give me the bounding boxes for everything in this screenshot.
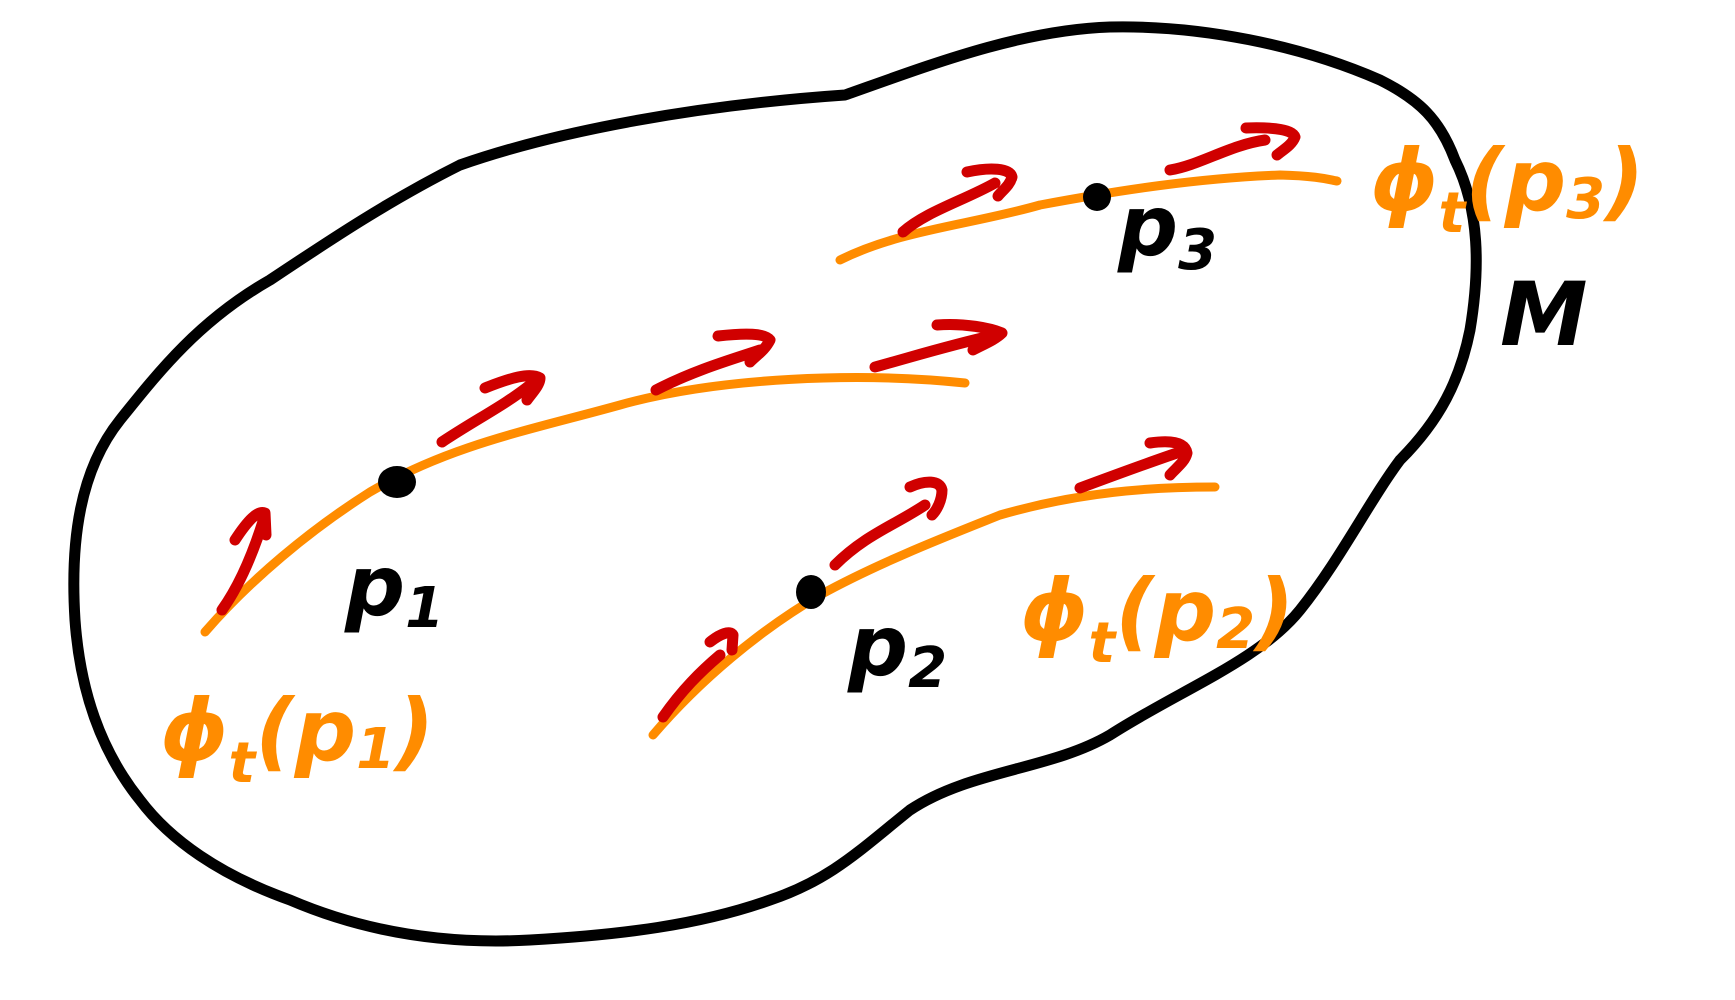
manifold-label: M	[1500, 263, 1588, 366]
point-p3-label: p3	[1117, 177, 1217, 283]
flow-curve-p1	[200, 373, 970, 637]
velocity-arrows	[216, 122, 1301, 723]
arrow-icon	[436, 370, 546, 448]
arrow-icon	[869, 319, 1008, 373]
arrow-icon	[829, 476, 948, 571]
arrow-icon	[657, 627, 739, 723]
point-p2-dot	[796, 575, 826, 609]
flow-label-p3: ϕt(p3)	[1370, 131, 1644, 246]
point-p1-dot	[378, 466, 416, 498]
flow-label-p1: ϕt(p1)	[160, 681, 434, 796]
arrow-icon	[1074, 436, 1193, 494]
point-p3-dot	[1083, 183, 1111, 211]
flow-label-p2: ϕt(p2)	[1020, 561, 1294, 676]
flow-curve-p2	[648, 482, 1220, 740]
arrow-icon	[216, 507, 272, 616]
arrow-icon	[1164, 122, 1301, 176]
manifold-boundary	[68, 21, 1482, 947]
point-p1-label: p1	[344, 537, 444, 641]
point-p2-label: p2	[847, 597, 947, 701]
arrow-icon	[897, 163, 1018, 238]
arrow-icon	[650, 328, 776, 396]
